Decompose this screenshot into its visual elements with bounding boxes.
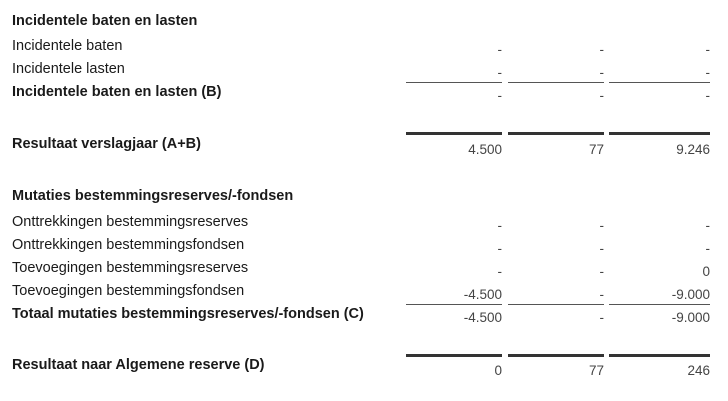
value-col-2: 77	[588, 142, 604, 157]
value-col-3: 9.246	[676, 142, 710, 157]
table-row-resultaat-verslagjaar: Resultaat verslagjaar (A+B) 4.500 77 9.2…	[0, 135, 728, 158]
subtotal-divider	[406, 82, 502, 83]
value-col-1: -	[497, 241, 503, 256]
value-col-3: -	[705, 65, 711, 80]
subtotal-divider	[609, 304, 710, 305]
value-col-3: -	[705, 88, 711, 103]
value-col-2: -	[599, 310, 605, 325]
section-heading-label: Mutaties bestemmingsreserves/-fondsen	[12, 188, 294, 204]
result-divider	[609, 132, 710, 135]
row-label: Onttrekkingen bestemmingsfondsen	[12, 237, 245, 253]
row-label: Incidentele baten	[12, 38, 123, 54]
value-col-2: 77	[588, 363, 604, 378]
value-col-1: -4.500	[463, 310, 502, 325]
section-heading-label: Incidentele baten en lasten	[12, 13, 198, 29]
value-col-2: -	[599, 218, 605, 233]
table-row-toevoegingen-fondsen: Toevoegingen bestemmingsfondsen -4.500 -…	[0, 282, 728, 305]
value-col-1: 0	[494, 363, 502, 378]
result-divider	[508, 132, 604, 135]
value-col-2: -	[599, 287, 605, 302]
value-col-2: -	[599, 88, 605, 103]
result-divider	[406, 354, 502, 357]
table-row-resultaat-algemene: Resultaat naar Algemene reserve (D) 0 77…	[0, 356, 728, 379]
value-col-2: -	[599, 241, 605, 256]
table-row-onttrekkingen-reserves: Onttrekkingen bestemmingsreserves - - -	[0, 213, 728, 236]
value-col-2: -	[599, 65, 605, 80]
result-label: Resultaat naar Algemene reserve (D)	[12, 357, 265, 373]
subtotal-divider	[508, 82, 604, 83]
value-col-3: -	[705, 42, 711, 57]
table-row-incidentele-baten: Incidentele baten - - -	[0, 37, 728, 60]
value-col-1: -4.500	[463, 287, 502, 302]
subtotal-divider	[508, 304, 604, 305]
result-label: Resultaat verslagjaar (A+B)	[12, 136, 201, 152]
total-label: Totaal mutaties bestemmingsreserves/-fon…	[12, 306, 364, 322]
value-col-2: -	[599, 42, 605, 57]
result-divider	[508, 354, 604, 357]
subtotal-divider	[406, 304, 502, 305]
value-col-1: -	[497, 42, 503, 57]
value-col-1: -	[497, 88, 503, 103]
total-label: Incidentele baten en lasten (B)	[12, 84, 222, 100]
value-col-1: -	[497, 65, 503, 80]
row-label: Toevoegingen bestemmingsfondsen	[12, 283, 245, 299]
value-col-1: -	[497, 264, 503, 279]
section-heading-mutaties: Mutaties bestemmingsreserves/-fondsen	[0, 187, 728, 210]
row-label: Onttrekkingen bestemmingsreserves	[12, 214, 249, 230]
value-col-1: -	[497, 218, 503, 233]
value-col-1: 4.500	[468, 142, 502, 157]
table-row-total-mutaties: Totaal mutaties bestemmingsreserves/-fon…	[0, 305, 728, 328]
value-col-2: -	[599, 264, 605, 279]
table-row-onttrekkingen-fondsen: Onttrekkingen bestemmingsfondsen - - -	[0, 236, 728, 259]
value-col-3: 0	[702, 264, 710, 279]
row-label: Incidentele lasten	[12, 61, 125, 77]
row-label: Toevoegingen bestemmingsreserves	[12, 260, 249, 276]
value-col-3: -	[705, 241, 711, 256]
value-col-3: 246	[687, 363, 710, 378]
result-divider	[609, 354, 710, 357]
table-row-incidentele-lasten: Incidentele lasten - - -	[0, 60, 728, 83]
table-row-total-incidentele: Incidentele baten en lasten (B) - - -	[0, 83, 728, 106]
subtotal-divider	[609, 82, 710, 83]
result-divider	[406, 132, 502, 135]
section-heading-incidentele: Incidentele baten en lasten	[0, 12, 728, 35]
value-col-3: -9.000	[671, 310, 710, 325]
value-col-3: -	[705, 218, 711, 233]
value-col-3: -9.000	[671, 287, 710, 302]
table-row-toevoegingen-reserves: Toevoegingen bestemmingsreserves - - 0	[0, 259, 728, 282]
